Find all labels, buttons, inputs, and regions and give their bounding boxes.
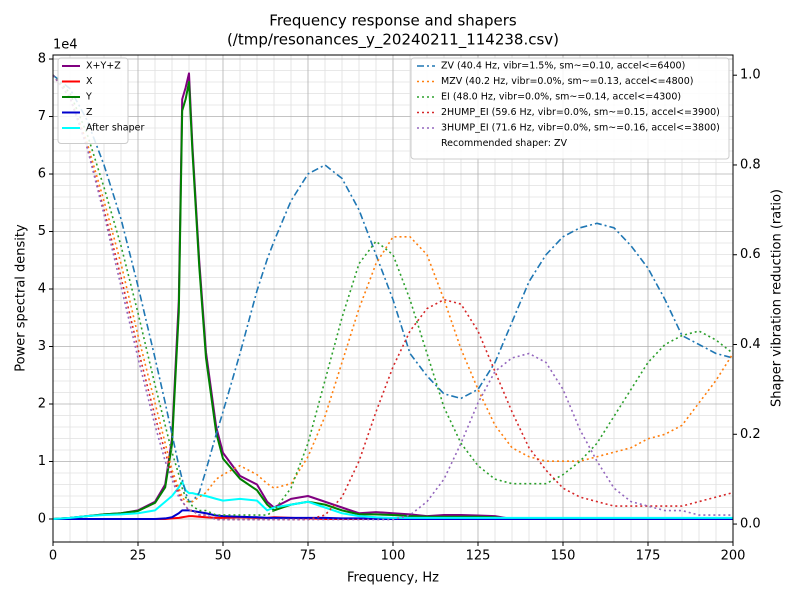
y-tick-label: 3: [38, 339, 46, 354]
y-tick-label: 6: [38, 167, 46, 182]
y-tick-label: 7: [38, 109, 46, 124]
x-tick-label: 175: [636, 549, 661, 564]
y2-tick-label: 0.6: [740, 247, 761, 262]
y2-tick-label: 0.0: [740, 517, 761, 532]
legend-label: X: [86, 76, 93, 87]
series-line: [52, 480, 733, 520]
x-tick-label: 150: [551, 549, 576, 564]
x-tick-label: 125: [466, 549, 491, 564]
series-line: [52, 74, 734, 521]
legend-label: EI (48.0 Hz, vibr=0.0%, sm~=0.14, accel<…: [441, 92, 681, 103]
series-line: [52, 74, 734, 503]
chart-subtitle: (/tmp/resonances_y_20240211_114238.csv): [227, 31, 559, 50]
legend-label: 3HUMP_EI (71.6 Hz, vibr=0.0%, sm~=0.16, …: [441, 123, 720, 134]
x-tick-label: 25: [130, 549, 147, 564]
x-tick-label: 100: [381, 549, 406, 564]
y-tick-label: 2: [38, 397, 46, 412]
y-tick-label: 4: [38, 282, 46, 297]
legend-label: 2HUMP_EI (59.6 Hz, vibr=0.0%, sm~=0.15, …: [441, 107, 720, 118]
y2-tick-label: 0.2: [740, 427, 761, 442]
x-tick-label: 200: [721, 549, 746, 564]
y-tick-label: 1: [38, 454, 46, 469]
series-line: [53, 509, 733, 520]
legend-recommendation: Recommended shaper: ZV: [441, 138, 567, 149]
legend-label: Y: [85, 92, 92, 103]
x-tick-label: 50: [215, 549, 232, 564]
x-tick-label: 0: [49, 549, 57, 564]
chart-title: Frequency response and shapers: [269, 12, 517, 30]
series-line: [52, 74, 734, 503]
y2-tick-label: 1.0: [740, 68, 761, 83]
x-axis-label: Frequency, Hz: [347, 571, 439, 586]
legend-label: X+Y+Z: [86, 61, 121, 72]
y-tick-label: 8: [38, 52, 46, 67]
y-axis-label: Power spectral density: [14, 224, 29, 372]
x-tick-label: 75: [300, 549, 317, 564]
legends: X+Y+Z XYZ After shaper ZV (40.4 Hz, vibr=1.…: [57, 57, 730, 160]
y-offset-label: 1e4: [53, 38, 78, 53]
legend-label: Z: [86, 107, 93, 118]
plot-area: [52, 72, 734, 521]
legend-box: [57, 57, 129, 144]
legend-label: MZV (40.2 Hz, vibr=0.0%, sm~=0.13, accel…: [441, 76, 693, 87]
y2-tick-label: 0.4: [740, 337, 761, 352]
y-tick-label: 0: [38, 512, 46, 527]
y2-tick-label: 0.8: [740, 157, 761, 172]
y-tick-label: 5: [38, 224, 46, 239]
y2-axis-label: Shaper vibration reduction (ratio): [770, 189, 785, 407]
legend-label: ZV (40.4 Hz, vibr=1.5%, sm~=0.10, accel<…: [441, 61, 685, 72]
legend-box: [410, 57, 730, 160]
legend-label: After shaper: [86, 123, 144, 134]
